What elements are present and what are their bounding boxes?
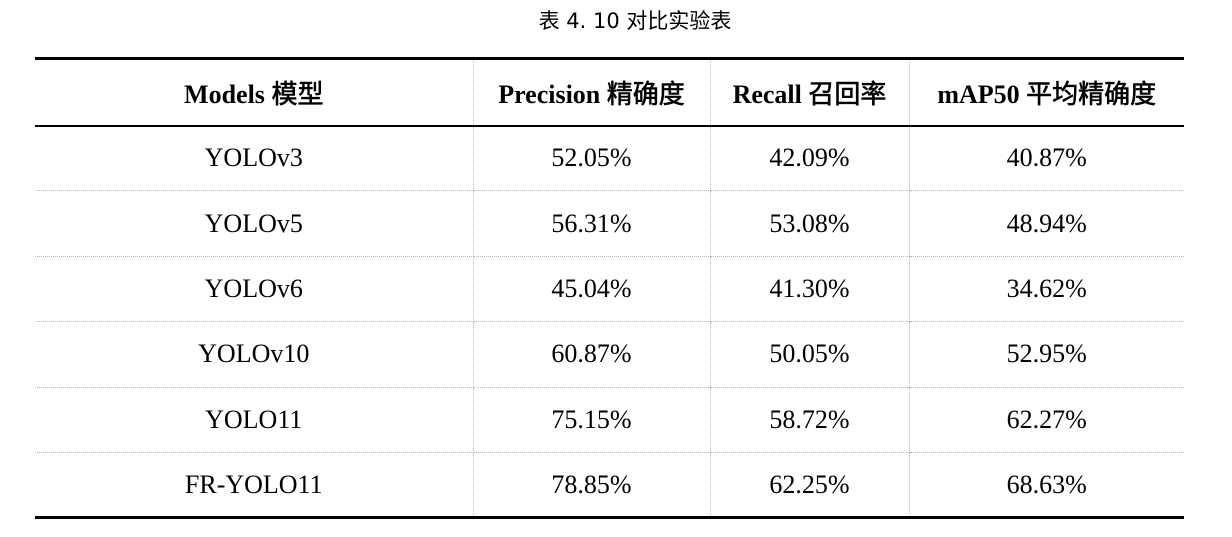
table-caption: 表 4. 10 对比实验表	[538, 9, 732, 33]
header-map50-en: mAP50	[937, 79, 1020, 109]
table-row: YOLOv10 60.87% 50.05% 52.95%	[35, 321, 1184, 388]
cell-precision: 52.05%	[472, 125, 711, 192]
header-models-cn: 模型	[271, 79, 324, 110]
cell-recall: 50.05%	[709, 321, 910, 388]
header-map50: mAP50 平均精确度	[908, 57, 1184, 127]
cell-model: FR-YOLO11	[35, 452, 474, 520]
header-models-en: Models	[184, 79, 265, 109]
cell-recall: 42.09%	[709, 125, 910, 192]
cell-precision: 78.85%	[472, 452, 711, 520]
cell-recall: 62.25%	[709, 452, 910, 520]
cell-recall: 41.30%	[709, 256, 910, 323]
comparison-table: Models 模型 Precision 精确度 Recall 召回率 mAP50…	[35, 57, 1184, 520]
header-models: Models 模型	[35, 57, 474, 127]
header-map50-cn: 平均精确度	[1026, 79, 1157, 110]
cell-precision: 56.31%	[472, 190, 711, 257]
cell-precision: 75.15%	[472, 387, 711, 453]
cell-recall: 58.72%	[709, 387, 910, 453]
header-recall-en: Recall	[732, 79, 802, 109]
cell-map50: 34.62%	[908, 256, 1184, 323]
cell-map50: 40.87%	[908, 125, 1184, 192]
cell-model: YOLO11	[35, 387, 474, 453]
table-row: YOLOv3 52.05% 42.09% 40.87%	[35, 125, 1184, 192]
header-recall: Recall 召回率	[709, 57, 910, 127]
header-precision-cn: 精确度	[606, 79, 685, 110]
cell-map50: 68.63%	[908, 452, 1184, 520]
cell-map50: 48.94%	[908, 190, 1184, 257]
cell-map50: 62.27%	[908, 387, 1184, 453]
header-precision: Precision 精确度	[472, 57, 711, 127]
cell-model: YOLOv5	[35, 190, 474, 257]
table-row: YOLOv5 56.31% 53.08% 48.94%	[35, 190, 1184, 257]
cell-precision: 60.87%	[472, 321, 711, 388]
table-row: YOLO11 75.15% 58.72% 62.27%	[35, 387, 1184, 453]
table-row: YOLOv6 45.04% 41.30% 34.62%	[35, 256, 1184, 323]
cell-model: YOLOv3	[35, 125, 474, 192]
cell-model: YOLOv6	[35, 256, 474, 323]
cell-model: YOLOv10	[35, 321, 474, 388]
table-row: FR-YOLO11 78.85% 62.25% 68.63%	[35, 452, 1184, 520]
cell-map50: 52.95%	[908, 321, 1184, 388]
cell-recall: 53.08%	[709, 190, 910, 257]
cell-precision: 45.04%	[472, 256, 711, 323]
header-recall-cn: 召回率	[808, 79, 887, 110]
header-row: Models 模型 Precision 精确度 Recall 召回率 mAP50…	[35, 57, 1184, 127]
header-precision-en: Precision	[498, 79, 601, 109]
